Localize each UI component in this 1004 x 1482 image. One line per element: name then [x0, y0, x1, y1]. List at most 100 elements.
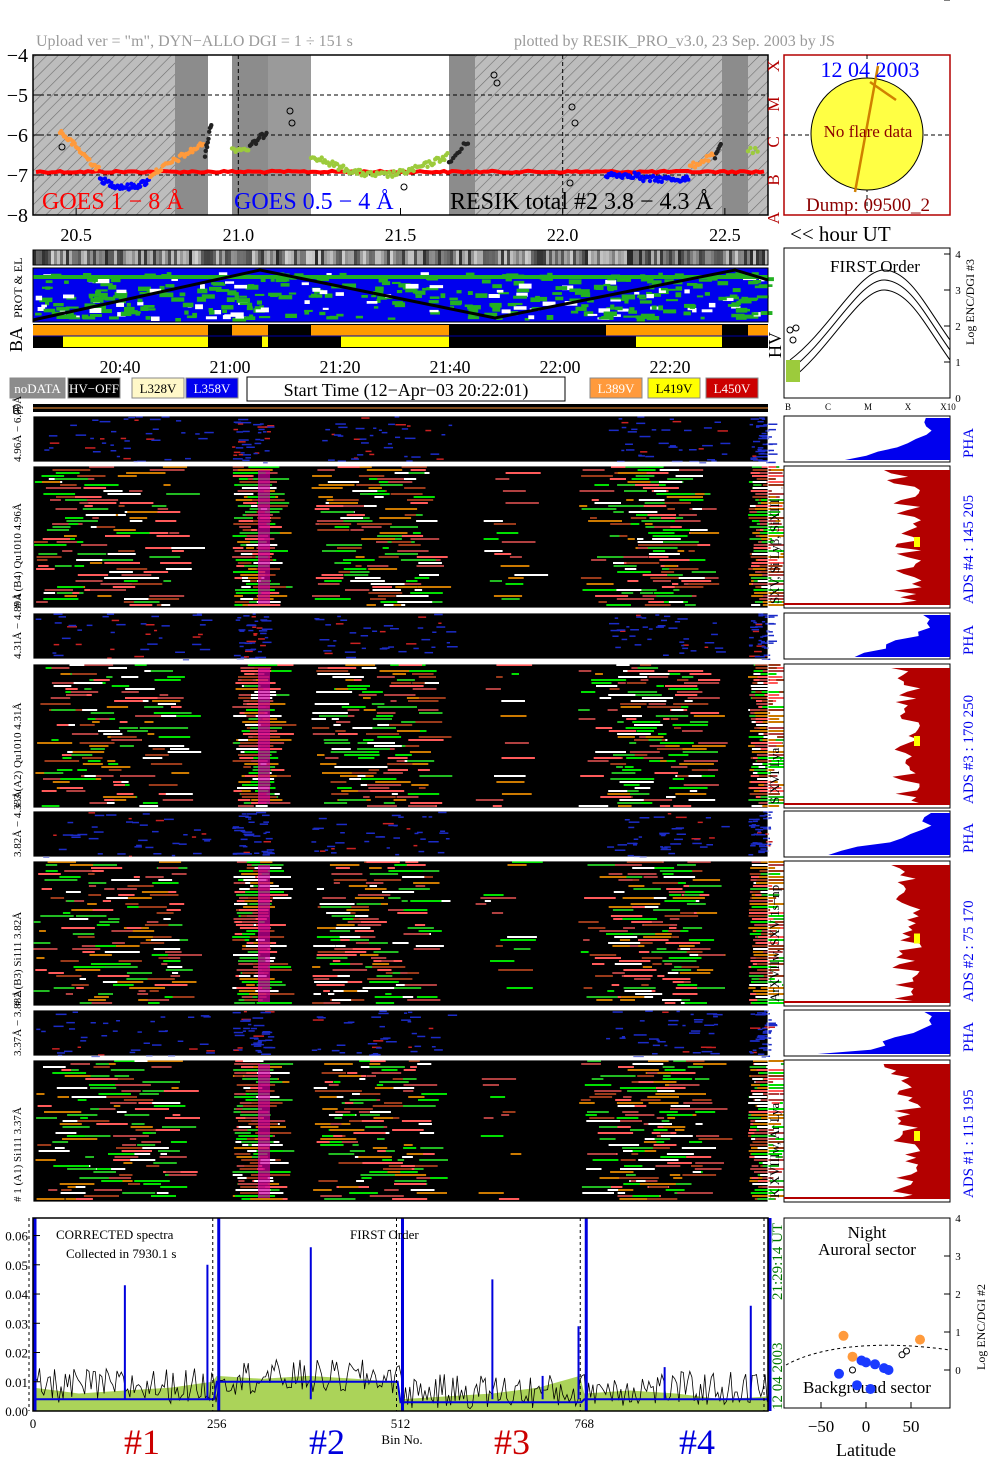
spectra-cell [666, 796, 676, 798]
pha-noise [233, 1028, 241, 1030]
spectra-cell [157, 912, 174, 914]
spectra-cell [386, 481, 412, 483]
spectra-cell [233, 1171, 257, 1173]
spectra-cell [84, 487, 107, 489]
prot-noise [371, 295, 376, 297]
gray-strip-cell [78, 250, 81, 265]
spectra-cell [649, 1102, 679, 1104]
legend-resik: RESIK total #2 3.8 − 4.3 Å [450, 189, 714, 215]
spectra-cell [166, 1171, 181, 1173]
pha-noise [195, 433, 200, 435]
gray-strip-cell [411, 250, 414, 265]
spectra-cell [34, 990, 50, 992]
pha-noise [264, 841, 271, 843]
pha-noise [386, 1041, 397, 1043]
ba-yellow-bar [63, 336, 208, 347]
pha-noise [263, 852, 274, 854]
spectra-cell [324, 580, 342, 582]
spectra-cell [581, 577, 602, 579]
gray-strip-cell [195, 250, 198, 265]
pha-noise [758, 421, 764, 423]
gray-strip-cell [675, 250, 678, 265]
spectra-cell [150, 894, 179, 896]
pha-noise [116, 1020, 120, 1022]
spectra-cell [393, 673, 407, 675]
spectra-cell [320, 1144, 343, 1146]
spectra-cell [344, 990, 358, 992]
spectra-cell [753, 487, 782, 489]
spectra-cell [132, 1123, 145, 1125]
spectra-cell [596, 685, 617, 687]
pha-noise [711, 634, 718, 636]
gray-strip-cell [273, 250, 276, 265]
spectra-cell [682, 1174, 716, 1176]
pha-noise [615, 647, 621, 649]
spectra-cell [349, 885, 368, 887]
pha-noise [124, 448, 131, 450]
spectra-flare-column [258, 865, 270, 1002]
prot-noise [90, 308, 102, 313]
hv-y-tick-label: 0 [955, 393, 961, 405]
spectra-cell [314, 993, 321, 995]
spectra-cell [237, 1084, 244, 1086]
spectra-cell [376, 715, 393, 717]
spectra-cell [51, 897, 65, 899]
pha-noise [256, 812, 266, 814]
spectra-cell [595, 957, 615, 959]
spectra-cell [43, 1066, 66, 1068]
gray-strip-cell [285, 250, 288, 265]
spectra-cell [340, 936, 361, 938]
pha-noise [263, 821, 269, 823]
spectra-cell [623, 897, 654, 899]
pha-noise [36, 1029, 40, 1031]
pha-noise [630, 629, 639, 631]
gray-strip-cell [666, 250, 669, 265]
spectra-cell [130, 1159, 155, 1161]
spectra-cell [670, 1174, 681, 1176]
prot-noise [623, 316, 636, 318]
gray-strip-cell [405, 250, 408, 265]
gray-strip-cell [543, 250, 546, 265]
spectra-cell [644, 876, 658, 878]
pha-noise [749, 645, 753, 647]
pha-noise [677, 834, 686, 836]
lc-y-tick-label: −4 [7, 45, 28, 67]
spectra-cell [384, 1189, 399, 1191]
pha-noise [322, 440, 328, 442]
spectra-cell [80, 1002, 92, 1004]
spectra-cell [236, 565, 244, 567]
spectra-cell [234, 1002, 255, 1004]
spectra-cell [653, 580, 671, 582]
spectra-cell [631, 700, 667, 702]
prot-noise [684, 289, 689, 293]
spectra-cell [347, 685, 370, 687]
spectra-cell [413, 688, 437, 690]
pha-noise [254, 1045, 262, 1047]
spectra-cell [648, 514, 677, 516]
gray-strip-cell [699, 250, 702, 265]
pha-noise [311, 841, 316, 843]
prot-noise [736, 308, 747, 313]
spectra-cell [168, 954, 202, 956]
spectra-cell [419, 712, 443, 714]
spectra-cell [760, 673, 776, 675]
prot-noise [89, 294, 100, 297]
spectra-cell [44, 1111, 75, 1113]
spectra-cell [64, 870, 92, 872]
spectra-cell [36, 1159, 56, 1161]
pha-noise [161, 1016, 166, 1018]
pha-noise [116, 624, 125, 626]
prot-noise [429, 300, 439, 303]
pha-noise [752, 446, 755, 448]
spectra-cell [764, 694, 780, 696]
spectra-cell [164, 1090, 199, 1092]
spectra-cell [240, 532, 252, 534]
pha-noise [110, 444, 114, 446]
spectra-cell [751, 742, 783, 744]
gray-strip-cell [162, 250, 165, 265]
spectra-cell [165, 1117, 200, 1119]
pha-noise [164, 459, 171, 461]
spectra-cell [620, 1168, 655, 1170]
pha-noise [52, 1048, 60, 1050]
spectra-cell [398, 544, 420, 546]
